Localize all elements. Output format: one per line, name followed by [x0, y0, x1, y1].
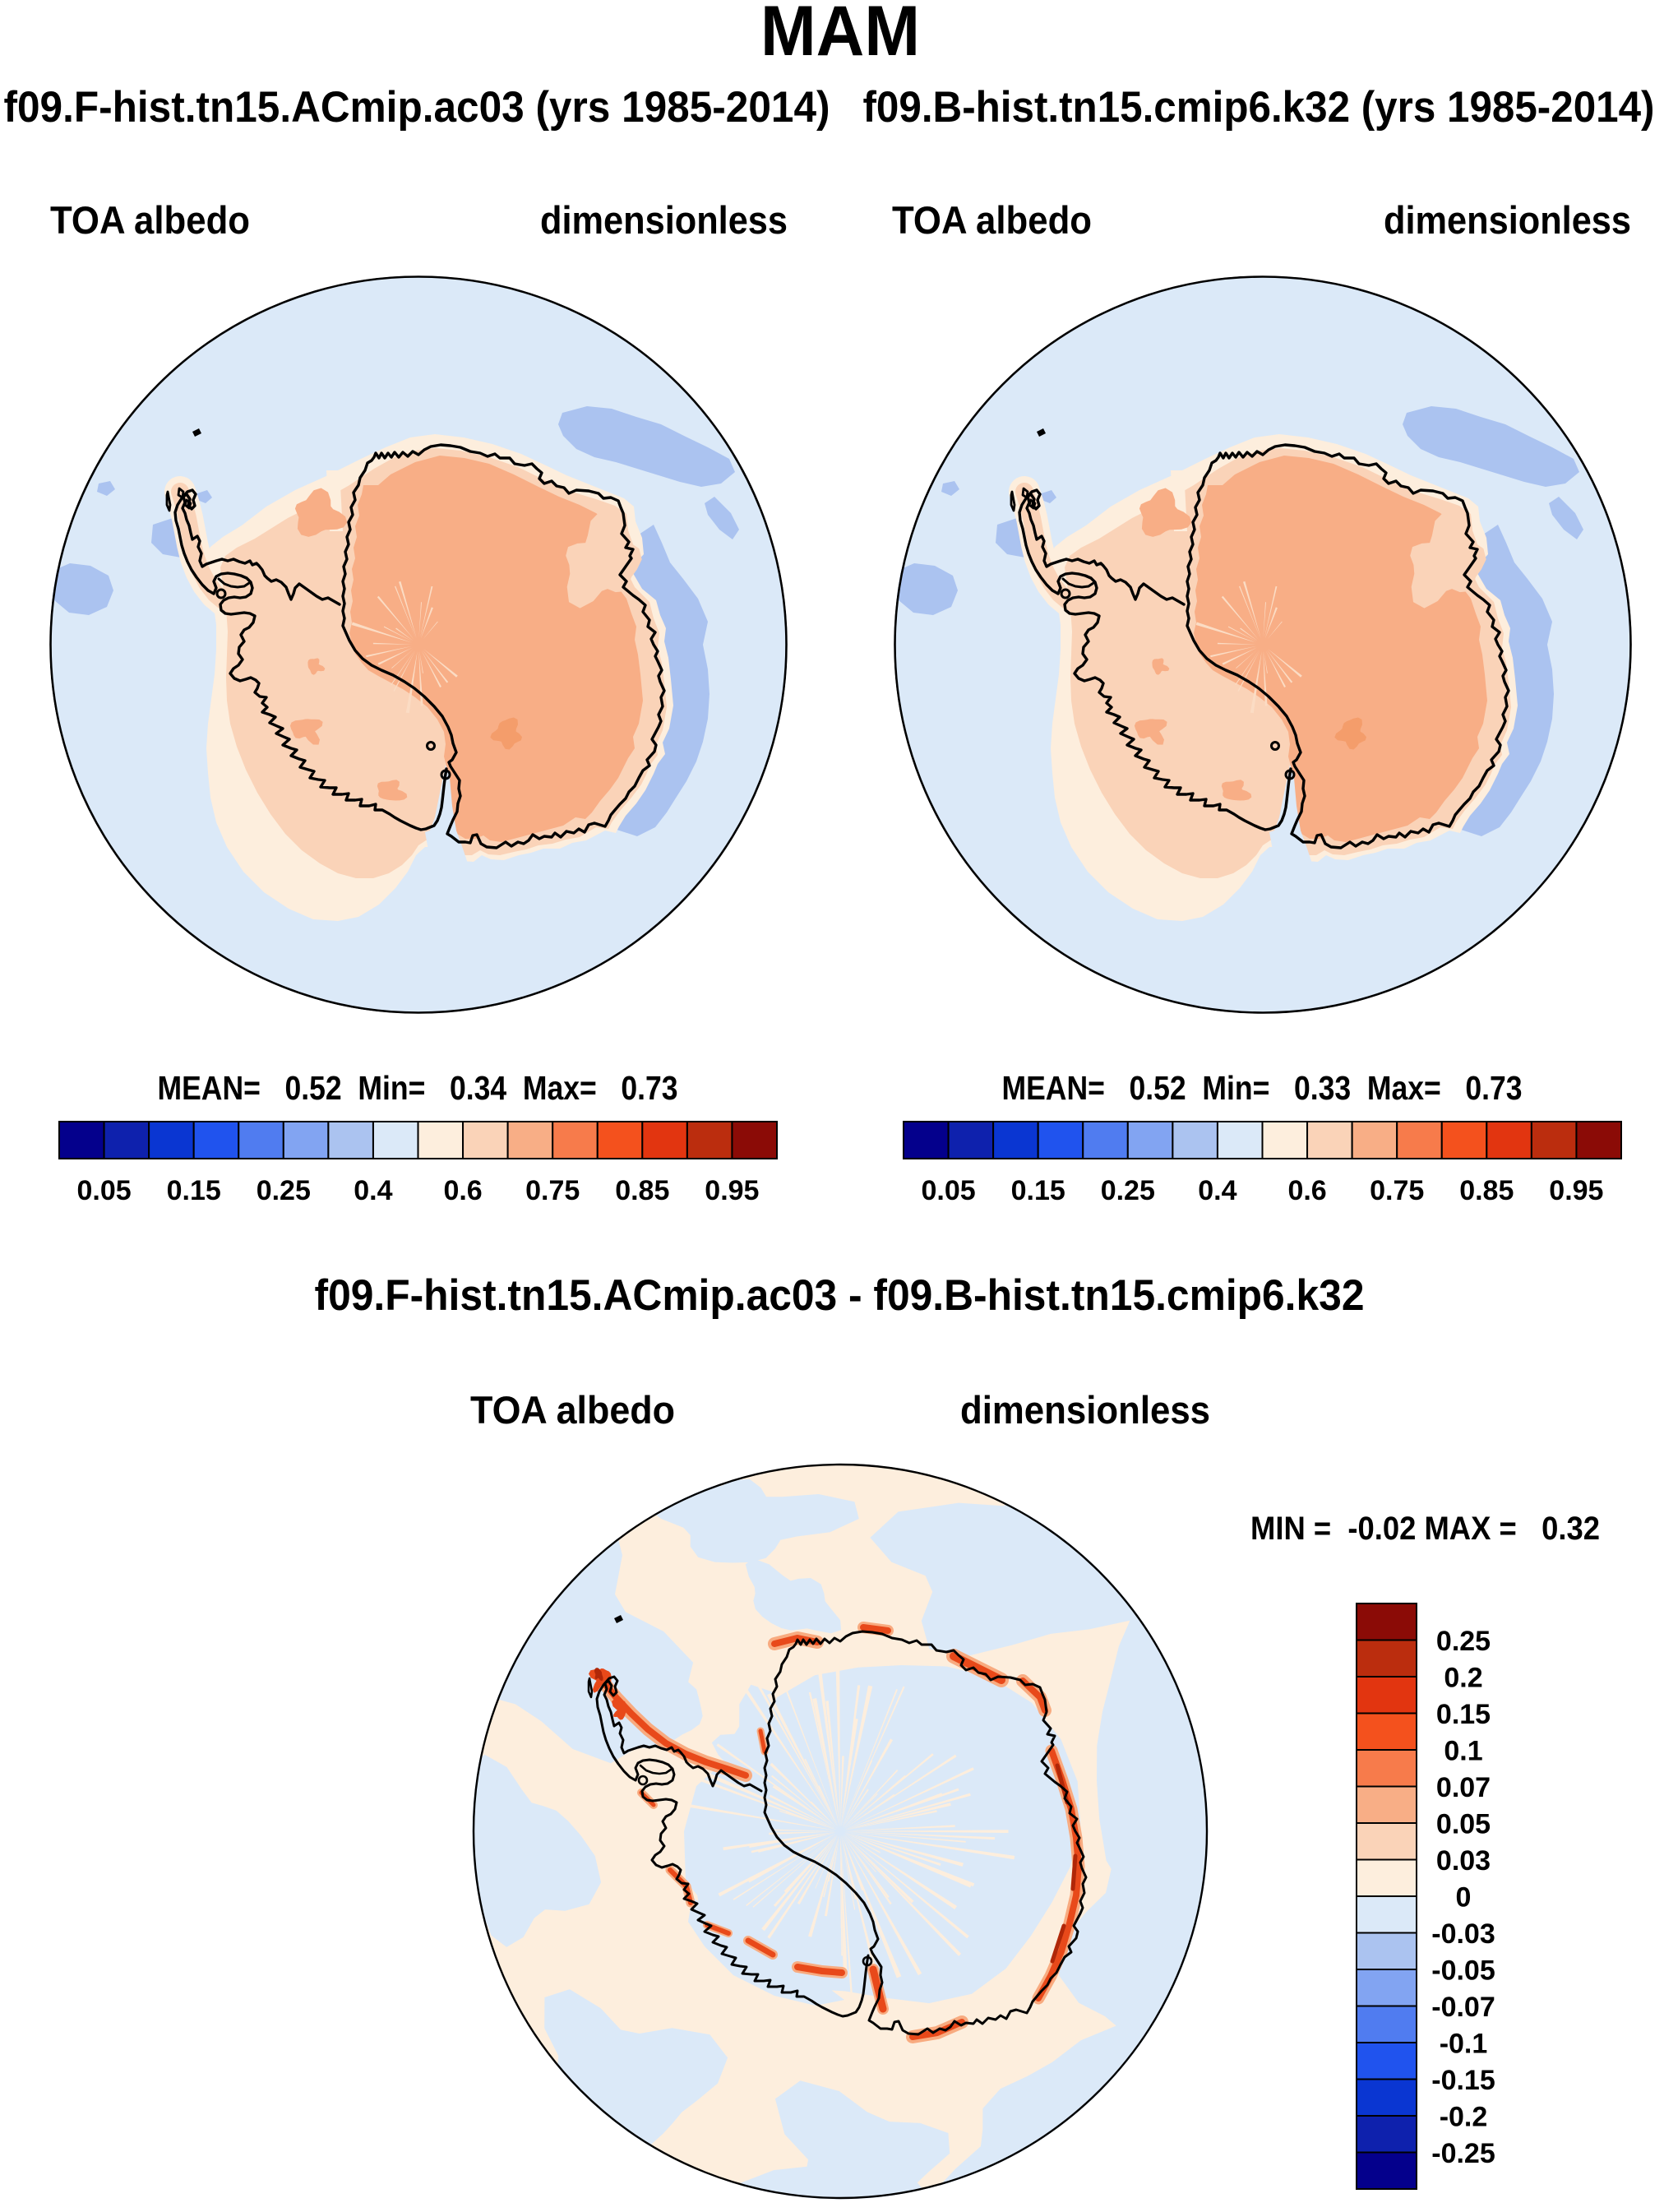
svg-text:0.75: 0.75	[1370, 1175, 1424, 1206]
svg-text:MAM: MAM	[760, 0, 920, 71]
svg-text:0.07: 0.07	[1436, 1772, 1491, 1803]
svg-text:f09.F-hist.tn15.ACmip.ac03 - f: f09.F-hist.tn15.ACmip.ac03 - f09.B-hist.…	[315, 1271, 1365, 1320]
svg-text:-0.07: -0.07	[1431, 1992, 1495, 2023]
svg-text:-0.1: -0.1	[1440, 2029, 1488, 2060]
svg-text:0.15: 0.15	[167, 1175, 221, 1206]
svg-text:TOA albedo: TOA albedo	[50, 198, 250, 242]
svg-text:0.25: 0.25	[257, 1175, 311, 1206]
svg-text:f09.B-hist.tn15.cmip6.k32 (yrs: f09.B-hist.tn15.cmip6.k32 (yrs 1985-2014…	[863, 83, 1655, 132]
svg-text:0.85: 0.85	[615, 1175, 669, 1206]
svg-text:0.25: 0.25	[1101, 1175, 1155, 1206]
svg-text:-0.15: -0.15	[1431, 2065, 1495, 2096]
svg-text:0.6: 0.6	[1287, 1175, 1326, 1206]
svg-text:-0.25: -0.25	[1431, 2138, 1495, 2169]
svg-text:0.15: 0.15	[1011, 1175, 1065, 1206]
svg-text:0.4: 0.4	[1198, 1175, 1236, 1206]
svg-text:-0.2: -0.2	[1440, 2102, 1488, 2133]
svg-text:0.03: 0.03	[1436, 1845, 1491, 1876]
svg-text:0.2: 0.2	[1444, 1663, 1482, 1694]
svg-text:dimensionless: dimensionless	[1384, 198, 1631, 242]
svg-text:TOA albedo: TOA albedo	[470, 1388, 675, 1432]
svg-text:0.95: 0.95	[705, 1175, 759, 1206]
svg-text:MEAN= 0.52 Min= 0.34 Max: MEAN= 0.52 Min= 0.34 Max= 0.73	[158, 1069, 678, 1107]
svg-text:0.75: 0.75	[525, 1175, 580, 1206]
svg-text:-0.03: -0.03	[1431, 1918, 1495, 1950]
svg-text:MEAN= 0.52 Min= 0.33 Max: MEAN= 0.52 Min= 0.33 Max= 0.73	[1002, 1069, 1523, 1107]
svg-text:0.1: 0.1	[1444, 1736, 1482, 1767]
svg-text:0.05: 0.05	[77, 1175, 132, 1206]
svg-text:dimensionless: dimensionless	[960, 1388, 1210, 1432]
svg-text:dimensionless: dimensionless	[540, 198, 788, 242]
svg-text:0: 0	[1456, 1882, 1472, 1914]
svg-text:0.05: 0.05	[1436, 1809, 1491, 1840]
svg-text:0.85: 0.85	[1459, 1175, 1514, 1206]
svg-text:0.6: 0.6	[443, 1175, 482, 1206]
svg-text:0.05: 0.05	[922, 1175, 976, 1206]
svg-text:0.15: 0.15	[1436, 1699, 1491, 1730]
svg-text:TOA albedo: TOA albedo	[892, 198, 1092, 242]
svg-text:MIN = -0.02 MAX = 0.32: MIN = -0.02 MAX = 0.32	[1250, 1511, 1600, 1547]
svg-text:f09.F-hist.tn15.ACmip.ac03 (yr: f09.F-hist.tn15.ACmip.ac03 (yrs 1985-201…	[4, 83, 830, 132]
svg-text:0.4: 0.4	[354, 1175, 392, 1206]
svg-text:-0.05: -0.05	[1431, 1955, 1495, 1987]
svg-text:0.95: 0.95	[1549, 1175, 1603, 1206]
svg-text:0.25: 0.25	[1436, 1626, 1491, 1657]
